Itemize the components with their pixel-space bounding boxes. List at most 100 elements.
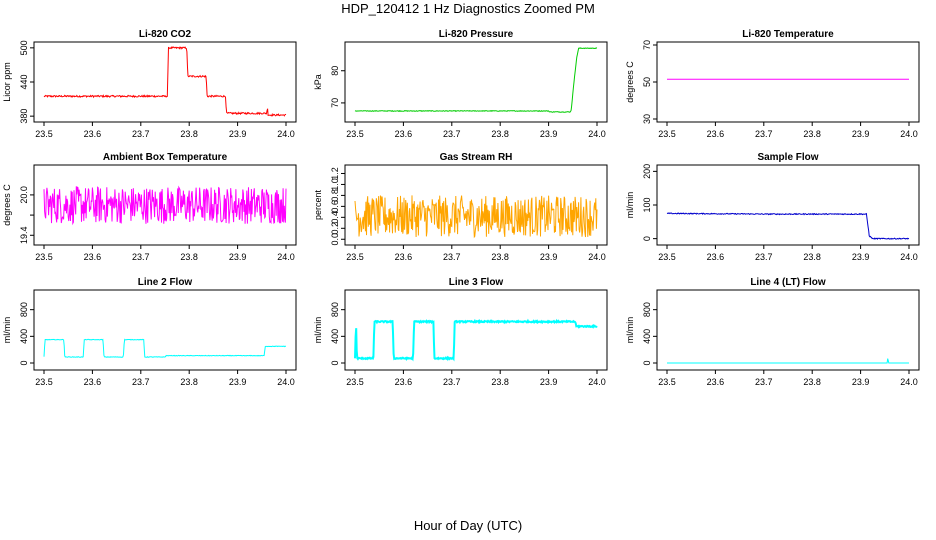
y-tick-label: 500 — [19, 40, 29, 55]
plot-frame — [33, 164, 297, 246]
y-axis-label: degrees C — [2, 184, 12, 226]
x-tick-label: 23.9 — [540, 377, 558, 387]
y-axis-label: ml/min — [2, 317, 12, 344]
x-tick-label: 24.0 — [588, 377, 606, 387]
x-tick-label: 23.6 — [395, 252, 413, 262]
x-tick-label: 23.5 — [35, 129, 53, 139]
series-line — [43, 185, 287, 226]
x-tick-label: 24.0 — [277, 252, 295, 262]
y-tick-label: 400 — [19, 329, 29, 344]
x-tick-label: 23.5 — [658, 129, 676, 139]
y-axis-label: ml/min — [625, 192, 635, 219]
series-line — [43, 338, 287, 358]
y-tick-label: 400 — [642, 329, 652, 344]
x-tick-label: 23.8 — [180, 129, 198, 139]
panel-1: Li-820 CO2 Licor ppm 23.5 23.6 23.7 23.8 23.9 2… — [2, 29, 297, 139]
y-tick-label: 0.2 — [330, 222, 340, 235]
y-tick-label: 1.0 — [330, 178, 340, 191]
series-line — [354, 47, 598, 113]
x-tick-label: 23.7 — [132, 252, 150, 262]
x-tick-label: 23.8 — [803, 377, 821, 387]
x-tick-label: 23.9 — [852, 129, 870, 139]
x-tick-label: 23.8 — [803, 129, 821, 139]
y-axis-label: ml/min — [625, 317, 635, 344]
plot-frame — [344, 164, 608, 246]
y-tick-label: 0 — [19, 360, 29, 365]
panel-title: Line 4 (LT) Flow — [750, 277, 826, 288]
x-tick-label: 23.9 — [852, 252, 870, 262]
y-tick-label: 1.2 — [330, 167, 340, 180]
y-tick-label: 800 — [19, 302, 29, 317]
series-line — [667, 358, 909, 364]
x-tick-label: 23.9 — [540, 129, 558, 139]
y-tick-label: 100 — [642, 197, 652, 212]
panel-title: Sample Flow — [757, 152, 818, 163]
panel-2: Li-820 Pressure kPa 23.5 23.6 23.7 23.8 23.9 24… — [313, 29, 608, 139]
panel-9: Line 4 (LT) Flow ml/min 23.5 23.6 23.7 23.8 23… — [625, 277, 920, 387]
series-line — [354, 318, 598, 362]
x-tick-label: 23.5 — [346, 377, 364, 387]
y-tick-label: 80 — [330, 66, 340, 76]
figure-title: HDP_120412 1 Hz Diagnostics Zoomed PM — [341, 1, 595, 16]
x-tick-label: 24.0 — [900, 252, 918, 262]
y-tick-label: 20.0 — [19, 186, 29, 204]
panel-title: Li-820 CO2 — [139, 29, 192, 40]
x-tick-label: 23.9 — [540, 252, 558, 262]
y-axis-label: kPa — [313, 74, 323, 90]
y-axis-label: degrees C — [625, 61, 635, 103]
x-tick-label: 23.6 — [395, 377, 413, 387]
y-tick-label: 0 — [642, 360, 652, 365]
x-tick-label: 23.9 — [229, 377, 247, 387]
x-tick-label: 24.0 — [900, 377, 918, 387]
x-tick-label: 23.5 — [346, 129, 364, 139]
panel-title: Gas Stream RH — [440, 152, 513, 163]
x-tick-label: 24.0 — [277, 129, 295, 139]
y-axis-label: percent — [313, 189, 323, 220]
panel-title: Li-820 Pressure — [439, 29, 514, 40]
plot-frame — [344, 289, 608, 371]
x-tick-label: 23.7 — [755, 377, 773, 387]
x-tick-label: 23.8 — [180, 252, 198, 262]
panel-title: Li-820 Temperature — [742, 29, 834, 40]
x-tick-label: 24.0 — [588, 252, 606, 262]
x-axis-label: Hour of Day (UTC) — [413, 518, 523, 533]
y-tick-label: 400 — [330, 329, 340, 344]
x-tick-label: 23.6 — [395, 129, 413, 139]
y-tick-label: 440 — [19, 74, 29, 89]
y-tick-label: 30 — [642, 114, 652, 124]
x-tick-label: 23.5 — [35, 377, 53, 387]
y-tick-label: 0.4 — [330, 211, 340, 224]
x-tick-label: 23.7 — [132, 377, 150, 387]
x-tick-label: 23.6 — [707, 252, 725, 262]
x-tick-label: 23.5 — [658, 252, 676, 262]
x-tick-label: 23.5 — [346, 252, 364, 262]
x-tick-label: 23.7 — [443, 377, 461, 387]
panel-title: Line 2 Flow — [138, 277, 193, 288]
x-tick-label: 23.8 — [803, 252, 821, 262]
y-tick-label: 800 — [642, 302, 652, 317]
x-tick-label: 23.6 — [84, 252, 102, 262]
plot-frame — [656, 164, 920, 246]
x-tick-label: 23.9 — [229, 252, 247, 262]
x-tick-label: 23.6 — [84, 377, 102, 387]
x-tick-label: 24.0 — [277, 377, 295, 387]
x-tick-label: 23.9 — [852, 377, 870, 387]
y-tick-label: 70 — [642, 40, 652, 50]
x-tick-label: 23.7 — [443, 252, 461, 262]
x-tick-label: 23.8 — [180, 377, 198, 387]
series-line — [666, 212, 910, 240]
y-tick-label: 19.4 — [19, 227, 29, 245]
x-tick-label: 24.0 — [900, 129, 918, 139]
panel-title: Line 3 Flow — [449, 277, 504, 288]
y-tick-label: 0.6 — [330, 200, 340, 213]
x-tick-label: 23.6 — [707, 377, 725, 387]
panel-5: Gas Stream RH percent 23.5 23.6 23.7 23.8 23.9… — [313, 152, 608, 262]
series-line — [354, 195, 598, 239]
x-tick-label: 23.8 — [491, 129, 509, 139]
x-tick-label: 23.6 — [84, 129, 102, 139]
y-tick-label: 70 — [330, 98, 340, 108]
y-tick-label: 0.8 — [330, 189, 340, 202]
plot-frame — [344, 41, 608, 123]
y-tick-label: 0.0 — [330, 233, 340, 246]
